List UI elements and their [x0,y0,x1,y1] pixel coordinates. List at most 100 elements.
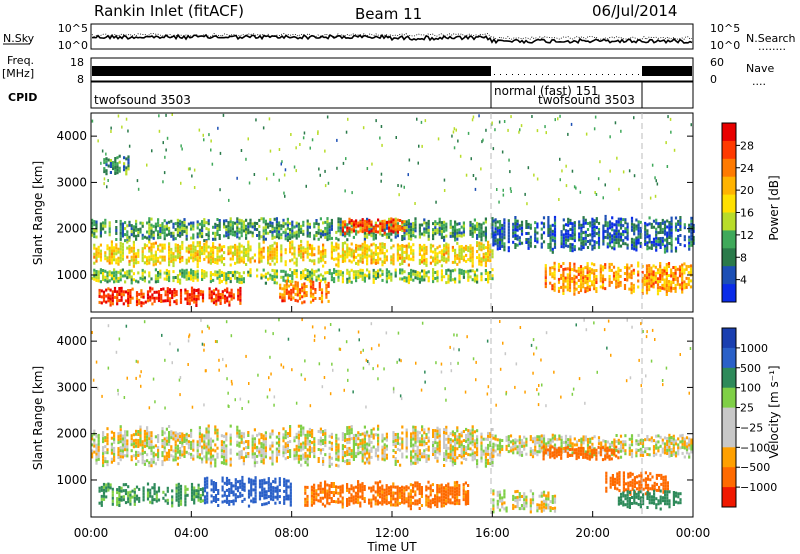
heatmap-cell [160,294,163,297]
heatmap-cell [223,277,226,281]
heatmap-cell [434,432,437,436]
heatmap-cell [95,443,98,447]
heatmap-cell [105,152,107,156]
heatmap-cell [95,229,98,233]
heatmap-cell [104,457,107,461]
heatmap-cell [429,243,432,247]
heatmap-cell [366,250,369,254]
heatmap-cell [190,298,194,302]
heatmap-cell [451,463,454,467]
heatmap-cell [142,295,145,299]
heatmap-cell [154,253,157,257]
heatmap-cell [113,452,116,456]
heatmap-cell [425,436,428,439]
heatmap-cell [361,438,364,442]
heatmap-cell [132,442,135,446]
heatmap-cell [141,452,144,456]
heatmap-cell [138,301,141,305]
heatmap-cell [451,433,454,437]
heatmap-cell [350,260,353,264]
heatmap-cell [641,270,644,274]
heatmap-cell [185,274,188,278]
heatmap-cell [335,436,338,440]
heatmap-cell [154,277,157,281]
heatmap-cell [135,279,138,283]
heatmap-cell [611,234,614,238]
heatmap-cell [418,243,421,247]
heatmap-cell [229,257,232,261]
heatmap-cell [306,278,309,282]
heatmap-cell [306,231,309,235]
heatmap-cell [408,158,411,162]
heatmap-cell [350,425,353,429]
heatmap-cell [434,435,437,439]
heatmap-cell [239,289,242,293]
heatmap-cell [604,217,607,221]
heatmap-cell [665,141,667,145]
heatmap-cell [216,261,219,265]
heatmap-cell [337,220,340,224]
heatmap-cell [183,221,186,225]
heatmap-cell [599,285,602,289]
heatmap-cell [368,221,371,225]
heatmap-cell [341,229,344,233]
heatmap-cell [617,220,620,224]
heatmap-cell [112,167,115,171]
heatmap-cell [135,237,138,241]
heatmap-cell [503,242,506,246]
heatmap-cell [278,236,281,240]
heatmap-cell [683,244,686,248]
heatmap-cell [143,462,146,466]
heatmap-cell [185,271,188,275]
heatmap-cell [520,223,524,227]
heatmap-cell [683,226,686,230]
heatmap-cell [119,253,122,257]
heatmap-cell [116,302,119,306]
heatmap-cell [174,446,177,450]
heatmap-cell [469,220,472,224]
heatmap-cell [381,436,384,440]
heatmap-cell [209,455,212,459]
heatmap-cell [195,301,198,304]
heatmap-cell [264,434,267,438]
heatmap-cell [494,221,497,225]
heatmap-cell [285,291,288,295]
heatmap-cell [412,258,415,262]
heatmap-cell [207,231,210,235]
heatmap-cell [630,222,634,226]
heatmap-cell [452,130,455,134]
heatmap-cell [166,136,169,140]
heatmap-cell [146,163,148,167]
heatmap-cell [401,259,404,262]
heatmap-cell [306,219,309,223]
heatmap-cell [578,238,581,242]
heatmap-cell [666,225,669,229]
heatmap-cell [148,217,151,221]
heatmap-cell [401,220,404,224]
heatmap-cell [205,427,208,431]
heatmap-cell [140,292,143,296]
heatmap-cell [269,247,272,251]
heatmap-cell [377,439,380,443]
heatmap-cell [198,259,201,263]
heatmap-cell [234,233,237,237]
heatmap-cell [297,424,300,428]
heatmap-cell [427,457,430,461]
heatmap-cell [333,277,336,281]
heatmap-cell [561,169,563,173]
heatmap-cell [383,449,386,453]
heatmap-cell [676,276,679,280]
heatmap-cell [443,244,446,248]
heatmap-cell [491,274,494,278]
heatmap-cell [520,241,524,245]
heatmap-cell [410,459,413,463]
heatmap-cell [476,236,479,240]
heatmap-cell [438,440,441,444]
heatmap-cell [388,273,391,277]
heatmap-cell [425,263,428,267]
heatmap-cell [245,236,248,240]
heatmap-cell [659,246,662,249]
heatmap-cell [670,249,673,253]
heatmap-cell [157,455,160,458]
heatmap-cell [104,451,107,455]
